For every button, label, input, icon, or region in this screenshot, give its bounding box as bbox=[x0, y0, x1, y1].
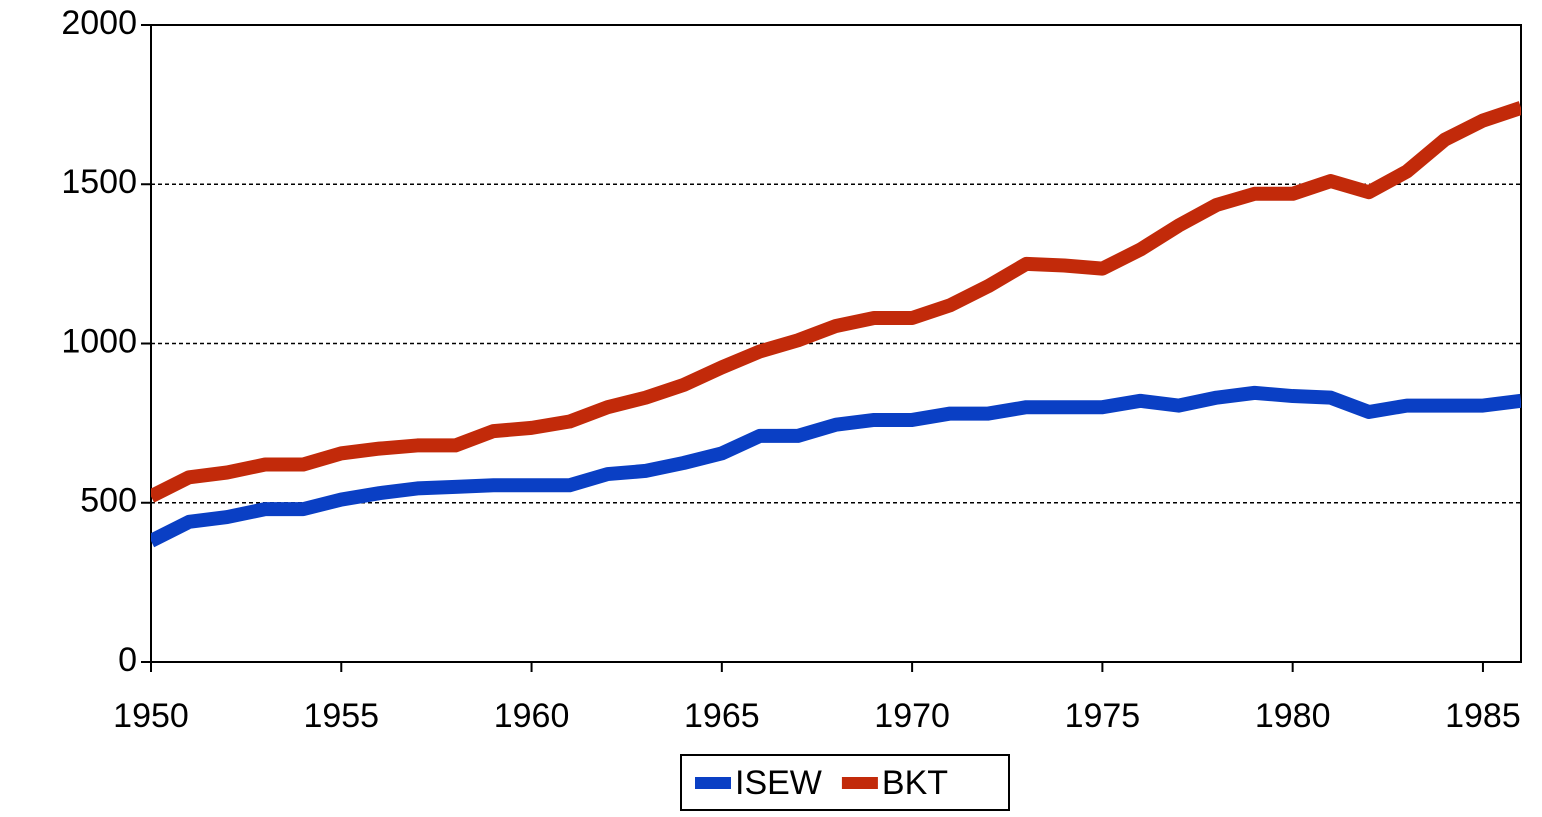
x-tick-label: 1960 bbox=[494, 697, 570, 735]
x-tick-label: 1955 bbox=[303, 697, 379, 735]
x-tick-label: 1975 bbox=[1065, 697, 1141, 735]
y-tick-label: 1000 bbox=[61, 322, 137, 360]
series-line bbox=[151, 385, 1521, 548]
legend-label: BKT bbox=[882, 764, 948, 802]
x-tick-label: 1985 bbox=[1445, 697, 1521, 735]
x-tick-label: 1980 bbox=[1255, 697, 1331, 735]
y-tick-label: 500 bbox=[80, 482, 137, 520]
legend-swatch bbox=[695, 777, 731, 789]
y-tick-label: 2000 bbox=[61, 4, 137, 42]
x-tick-label: 1965 bbox=[684, 697, 760, 735]
legend-label: ISEW bbox=[735, 764, 822, 802]
x-tick-label: 1950 bbox=[113, 697, 189, 735]
legend-swatch bbox=[841, 777, 878, 789]
series-line bbox=[151, 101, 1521, 503]
x-tick-label: 1970 bbox=[874, 697, 950, 735]
plot-frame bbox=[150, 24, 1522, 663]
y-tick-label: 0 bbox=[118, 641, 137, 679]
y-tick-label: 1500 bbox=[61, 163, 137, 201]
